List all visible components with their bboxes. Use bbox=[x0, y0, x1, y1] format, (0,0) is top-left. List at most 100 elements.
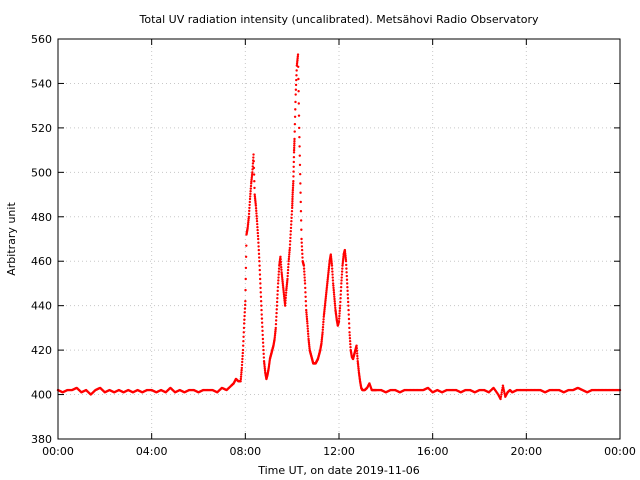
data-point bbox=[254, 207, 258, 210]
data-point bbox=[346, 293, 349, 296]
data-point bbox=[249, 182, 253, 185]
data-point bbox=[343, 250, 347, 254]
data-point bbox=[289, 240, 292, 243]
data-point bbox=[241, 351, 244, 355]
data-point bbox=[255, 220, 259, 223]
data-point bbox=[308, 345, 311, 348]
data-point bbox=[244, 277, 247, 281]
data-point bbox=[288, 253, 291, 256]
data-point bbox=[348, 340, 352, 343]
data-point bbox=[280, 268, 283, 271]
data-point bbox=[304, 304, 308, 307]
data-point bbox=[344, 258, 348, 261]
data-point bbox=[263, 365, 266, 368]
data-point bbox=[355, 352, 359, 355]
data-point bbox=[299, 191, 302, 194]
data-point bbox=[326, 280, 329, 283]
data-point bbox=[292, 182, 295, 185]
data-point bbox=[356, 361, 360, 365]
data-point bbox=[291, 193, 294, 196]
data-points bbox=[56, 53, 622, 401]
data-point bbox=[303, 282, 307, 285]
data-point bbox=[340, 276, 343, 279]
data-point bbox=[260, 321, 264, 324]
data-point bbox=[356, 357, 359, 360]
x-axis-label: Time UT, on date 2019-11-06 bbox=[257, 464, 420, 477]
data-point bbox=[298, 135, 301, 139]
data-point bbox=[274, 322, 278, 326]
data-point bbox=[306, 330, 310, 333]
data-point bbox=[285, 281, 289, 284]
x-tick-label: 00:00 bbox=[42, 445, 74, 458]
data-point bbox=[322, 318, 325, 321]
data-point bbox=[262, 360, 266, 363]
data-point bbox=[243, 303, 247, 307]
data-point bbox=[285, 283, 289, 286]
data-point bbox=[295, 62, 299, 66]
data-point bbox=[306, 327, 309, 330]
data-point bbox=[349, 345, 352, 349]
data-point bbox=[321, 334, 324, 338]
data-point bbox=[296, 57, 299, 60]
data-point bbox=[257, 252, 261, 256]
data-point bbox=[279, 263, 283, 266]
data-point bbox=[345, 278, 349, 281]
data-point bbox=[332, 291, 336, 294]
data-point bbox=[345, 263, 348, 267]
data-point bbox=[253, 197, 257, 200]
data-point bbox=[294, 83, 298, 87]
data-point bbox=[242, 335, 245, 338]
data-point bbox=[258, 273, 262, 276]
data-point bbox=[304, 291, 307, 294]
data-point bbox=[300, 245, 304, 248]
data-point bbox=[282, 289, 285, 293]
data-point bbox=[250, 176, 253, 180]
data-point bbox=[339, 285, 343, 289]
data-point bbox=[281, 278, 284, 281]
y-tick-label: 420 bbox=[31, 344, 52, 357]
data-point bbox=[262, 352, 265, 356]
data-point bbox=[245, 244, 248, 247]
data-point bbox=[291, 200, 294, 203]
data-point bbox=[324, 300, 327, 304]
data-point bbox=[289, 233, 292, 236]
data-point bbox=[294, 108, 297, 111]
data-point bbox=[300, 237, 303, 241]
data-point bbox=[244, 300, 247, 303]
data-point bbox=[256, 225, 259, 229]
data-point bbox=[280, 265, 283, 269]
data-point bbox=[320, 340, 323, 343]
data-point bbox=[286, 268, 290, 272]
data-point bbox=[291, 186, 295, 190]
data-point bbox=[260, 308, 263, 312]
data-point bbox=[307, 341, 311, 344]
data-point bbox=[289, 223, 293, 226]
data-point bbox=[345, 271, 348, 274]
data-point bbox=[293, 140, 296, 143]
data-point bbox=[259, 286, 262, 290]
data-point bbox=[321, 331, 324, 334]
data-point bbox=[250, 174, 254, 178]
data-point bbox=[259, 291, 262, 294]
data-point bbox=[322, 320, 325, 324]
data-point bbox=[261, 329, 264, 333]
data-point bbox=[299, 182, 302, 185]
data-point bbox=[320, 342, 323, 345]
data-point bbox=[274, 328, 277, 331]
data-point bbox=[249, 190, 252, 193]
data-point bbox=[308, 347, 311, 350]
data-point bbox=[347, 308, 350, 312]
data-point bbox=[327, 267, 331, 270]
data-point bbox=[327, 272, 330, 276]
data-point bbox=[261, 333, 264, 337]
data-point bbox=[257, 241, 260, 244]
data-point bbox=[286, 277, 289, 281]
data-point bbox=[274, 319, 278, 322]
data-point bbox=[331, 282, 335, 285]
data-point bbox=[346, 285, 349, 289]
data-point bbox=[286, 279, 289, 283]
data-point bbox=[500, 393, 503, 396]
data-point bbox=[291, 197, 294, 201]
data-point bbox=[277, 267, 281, 270]
